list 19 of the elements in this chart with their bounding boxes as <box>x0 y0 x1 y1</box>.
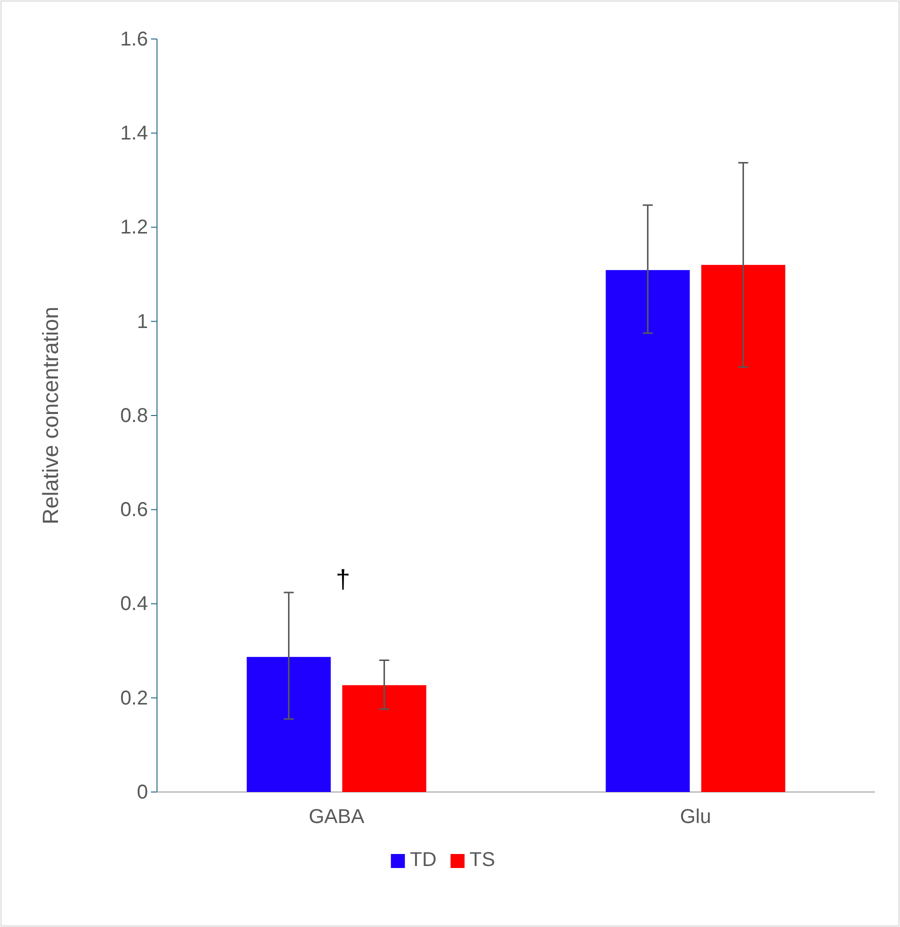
y-tick-label: 0.6 <box>120 499 148 522</box>
y-axis-title: Relative concentration <box>38 306 63 524</box>
bar <box>606 270 690 792</box>
y-tick-label: 1.6 <box>120 28 148 50</box>
bar <box>701 264 786 792</box>
y-tick-label: 0 <box>136 781 148 804</box>
x-tick-label: Glu <box>680 806 712 828</box>
y-tick-label: 0.4 <box>120 593 148 616</box>
y-tick-label: 0.8 <box>120 404 148 427</box>
annotation: † <box>336 564 350 594</box>
y-tick-label: 1 <box>136 310 148 333</box>
legend-label: TD <box>410 849 437 871</box>
y-tick-label: 0.2 <box>120 687 148 710</box>
bar <box>246 656 331 792</box>
x-tick-label: GABA <box>308 806 365 828</box>
y-tick-label: 1.4 <box>120 122 148 145</box>
legend-label: TS <box>470 849 496 871</box>
y-tick-label: 1.2 <box>120 216 148 239</box>
bar <box>342 685 426 792</box>
